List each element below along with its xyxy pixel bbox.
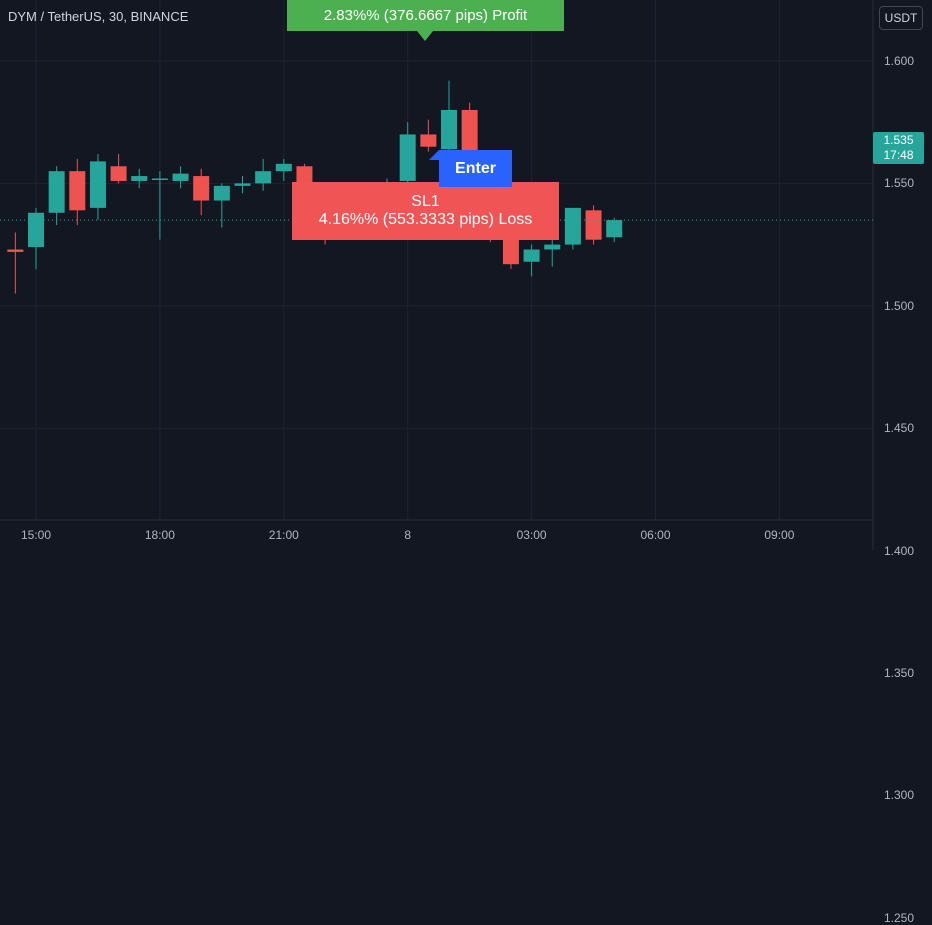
candle [420, 119, 437, 152]
candle [523, 244, 540, 277]
candle [585, 205, 602, 245]
time-tick-label: 06:00 [640, 528, 671, 542]
price-tick-label: 1.550 [884, 176, 915, 191]
candle-body [544, 244, 561, 250]
candle-body [131, 176, 148, 181]
candle-body [151, 178, 168, 181]
chart-grid [0, 0, 874, 550]
candle-body [69, 171, 86, 211]
position-lines [0, 219, 873, 221]
loss-text: 4.16%% (553.3333 pips) Loss [318, 211, 533, 228]
candle-body [502, 237, 519, 265]
candle [399, 122, 416, 189]
candle-body [213, 185, 230, 201]
price-chart[interactable] [0, 0, 932, 550]
candle [213, 183, 230, 228]
profit-label: 2.83%% (376.6667 pips) Profit [287, 0, 564, 31]
candle-body [523, 249, 540, 262]
price-tick-label: 1.450 [884, 421, 915, 436]
candle [110, 154, 127, 184]
candle-body [585, 210, 602, 240]
time-tick-label: 09:00 [764, 528, 795, 542]
time-tick-label: 18:00 [144, 528, 175, 542]
stop-loss-title: SL1 [411, 193, 440, 210]
price-tick-label: 1.600 [884, 54, 915, 68]
time-tick-label: 21:00 [268, 528, 299, 542]
last-price-tag: 1.535 17:48 [873, 132, 924, 164]
candle [151, 171, 168, 240]
time-tick-label: 03:00 [516, 528, 547, 542]
time-tick-label: 8 [404, 528, 412, 542]
last-price-value: 1.535 [883, 133, 914, 147]
time-tick-label: 15:00 [20, 528, 52, 542]
profit-label-pointer [417, 31, 433, 41]
candle [193, 168, 210, 216]
candle-body [606, 220, 623, 238]
candle-body [89, 161, 106, 208]
candle-body [420, 134, 437, 147]
candle [234, 176, 251, 194]
price-tick-label: 1.350 [884, 666, 915, 680]
candle-body [234, 183, 251, 186]
candle-body [7, 249, 24, 252]
candle [131, 168, 148, 189]
symbol-title: DYM / TetherUS, 30, BINANCE [8, 9, 189, 24]
price-tick-label: 1.500 [884, 298, 915, 313]
candle [606, 217, 623, 243]
enter-label: Enter [439, 150, 512, 187]
candle [69, 158, 86, 226]
candle [7, 232, 24, 294]
currency-button[interactable]: USDT [879, 6, 923, 30]
candle-body [48, 171, 65, 213]
candle [255, 158, 272, 191]
candle-body [255, 171, 272, 184]
price-tick-label: 1.400 [884, 543, 915, 558]
candle-body [564, 207, 581, 245]
candle [172, 166, 189, 189]
candle [275, 158, 292, 181]
candle-body [28, 212, 44, 248]
candle-body [441, 109, 457, 150]
bar-countdown: 17:48 [883, 148, 914, 162]
loss-label: SL1 4.16%% (553.3333 pips) Loss [292, 182, 559, 240]
candle [564, 207, 581, 250]
candle-body [399, 134, 416, 181]
candle-body [193, 176, 210, 201]
enter-label-pointer [429, 150, 439, 160]
candle [28, 207, 44, 270]
candle [544, 239, 561, 267]
price-tick-label: 1.300 [884, 788, 915, 803]
candle [89, 154, 106, 221]
candle-body [172, 173, 189, 181]
candle [48, 166, 65, 226]
candle-body [275, 163, 292, 172]
candle-body [110, 166, 127, 181]
candle [441, 80, 457, 155]
price-tick-label: 1.250 [884, 910, 915, 925]
